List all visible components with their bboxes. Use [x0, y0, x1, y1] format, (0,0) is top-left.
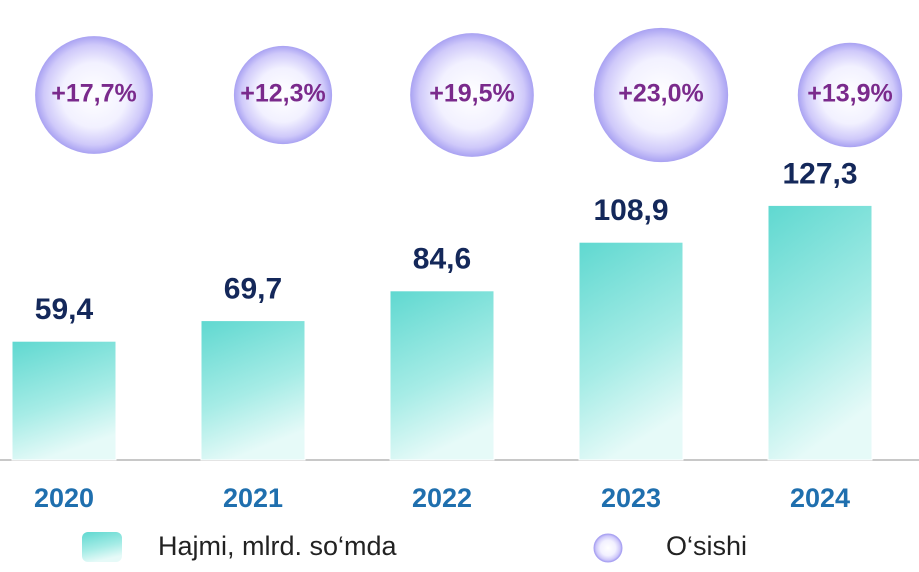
growth-label: +23,0% — [618, 80, 704, 108]
legend-label: Hajmi, mlrd. so‘mda — [158, 531, 398, 561]
growth-label: +17,7% — [51, 80, 137, 108]
bar-value-label: 84,6 — [413, 243, 471, 276]
legend-swatch-bar — [82, 532, 122, 562]
bar — [578, 241, 684, 461]
growth-bubble — [410, 33, 534, 157]
bar-value-label: 127,3 — [782, 157, 857, 190]
x-tick-label: 2020 — [34, 483, 94, 513]
bar — [389, 290, 495, 461]
bar — [767, 204, 873, 461]
growth-bubble — [35, 36, 153, 154]
growth-label: +13,9% — [807, 80, 893, 108]
bar-value-label: 69,7 — [224, 273, 282, 306]
growth-bubble — [797, 42, 903, 148]
growth-bubble — [593, 27, 729, 163]
bar — [200, 320, 306, 461]
legend-label: O‘sishi — [666, 531, 747, 561]
x-tick-label: 2023 — [601, 483, 661, 513]
x-tick-label: 2022 — [412, 483, 472, 513]
growth-label: +12,3% — [240, 80, 326, 108]
bar-value-label: 108,9 — [593, 194, 668, 227]
bar-value-label: 59,4 — [35, 293, 94, 326]
x-tick-label: 2024 — [790, 483, 850, 513]
legend-swatch-bubble — [593, 533, 623, 563]
growth-bubble — [233, 45, 333, 145]
growth-label: +19,5% — [429, 80, 515, 108]
x-tick-label: 2021 — [223, 483, 283, 513]
bar — [11, 340, 117, 461]
